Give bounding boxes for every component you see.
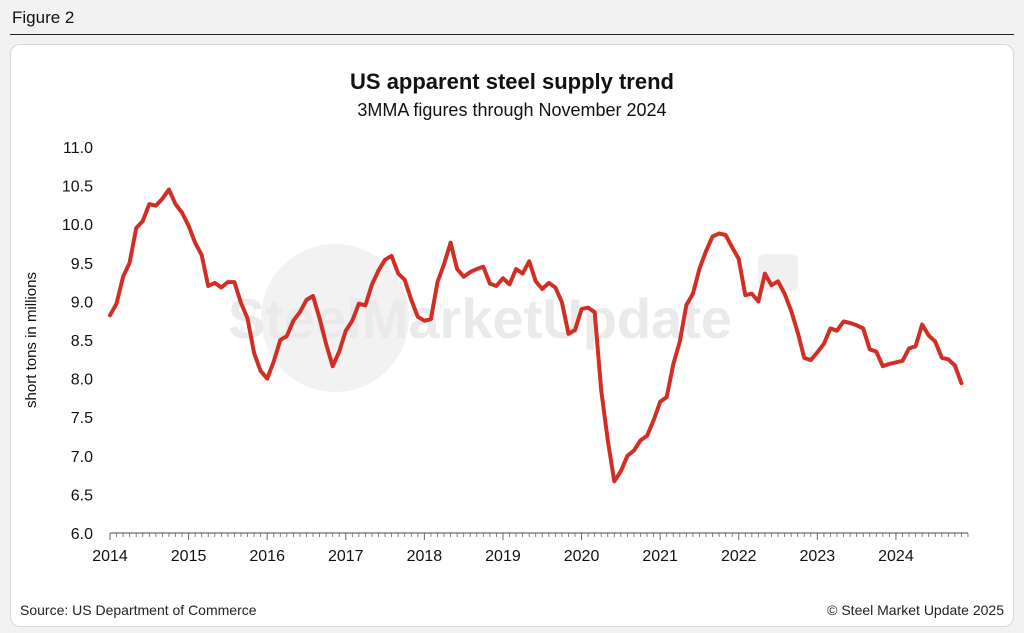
y-tick-label: 10.5 bbox=[62, 179, 93, 196]
x-axis: 2014 2015 2016 2017 2018 2019 2020 2021 2022 2023… bbox=[92, 532, 969, 565]
watermark-logo: SteelMarketUpdate bbox=[228, 244, 798, 392]
series-layer bbox=[108, 187, 964, 484]
top-rule bbox=[10, 34, 1014, 35]
x-tick-label: 2018 bbox=[407, 548, 443, 565]
x-tick-label: 2020 bbox=[564, 548, 600, 565]
x-tick-label: 2016 bbox=[249, 548, 285, 565]
y-tick-label: 10.0 bbox=[62, 217, 93, 234]
x-tick-label: 2014 bbox=[92, 548, 128, 565]
x-tick-label: 2024 bbox=[878, 548, 914, 565]
x-tick-label: 2019 bbox=[485, 548, 521, 565]
chart-card bbox=[10, 44, 1014, 627]
y-tick-label: 8.5 bbox=[71, 333, 93, 350]
x-tick-label: 2015 bbox=[171, 548, 207, 565]
y-tick-label: 8.0 bbox=[71, 372, 93, 389]
x-tick-label: 2021 bbox=[642, 548, 678, 565]
x-tick-label: 2022 bbox=[721, 548, 757, 565]
chart-subtitle: 3MMA figures through November 2024 bbox=[357, 100, 666, 120]
y-tick-label: 9.0 bbox=[71, 294, 93, 311]
y-axis-ticks: 11.0 10.5 10.0 9.5 9.0 8.5 8.0 7.5 7.0 6.5 6.0 bbox=[62, 140, 93, 543]
x-tick-label: 2023 bbox=[800, 548, 836, 565]
copyright-text: © Steel Market Update 2025 bbox=[827, 602, 1004, 618]
y-tick-label: 6.0 bbox=[71, 526, 93, 543]
y-tick-label: 9.5 bbox=[71, 256, 93, 273]
chart-title: US apparent steel supply trend bbox=[350, 69, 674, 94]
y-tick-label: 7.5 bbox=[71, 410, 93, 427]
series-line-0 bbox=[108, 187, 964, 484]
figure-label: Figure 2 bbox=[12, 8, 75, 27]
x-tick-label: 2017 bbox=[328, 548, 364, 565]
y-tick-label: 11.0 bbox=[63, 140, 93, 157]
source-text: Source: US Department of Commerce bbox=[20, 602, 257, 618]
y-axis-label: short tons in millions bbox=[23, 272, 40, 408]
y-tick-label: 6.5 bbox=[71, 487, 93, 504]
watermark-text: SteelMarketUpdate bbox=[228, 287, 732, 350]
y-tick-label: 7.0 bbox=[71, 449, 93, 466]
